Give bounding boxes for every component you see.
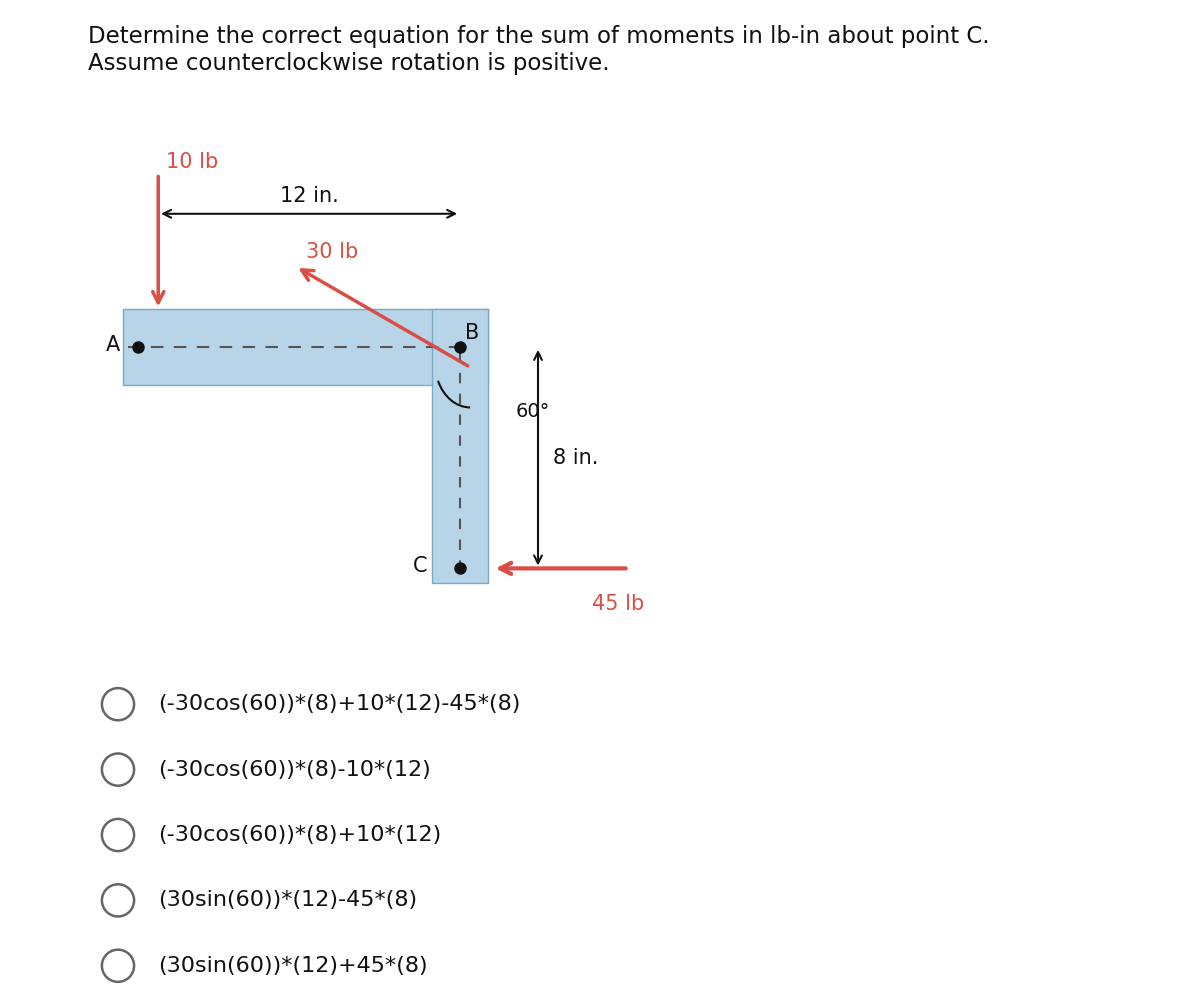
Text: 10 lb: 10 lb (167, 152, 218, 172)
Text: (30sin(60))*(12)-45*(8): (30sin(60))*(12)-45*(8) (158, 890, 418, 910)
Bar (124, 310, 487, 385)
Text: C: C (413, 556, 427, 576)
Text: B: B (466, 323, 479, 343)
Text: (30sin(60))*(12)+45*(8): (30sin(60))*(12)+45*(8) (158, 956, 428, 976)
Text: 30 lb: 30 lb (306, 241, 358, 262)
Bar (432, 310, 487, 583)
Text: 45 lb: 45 lb (593, 594, 644, 614)
Text: Determine the correct equation for the sum of moments in lb-in about point C.: Determine the correct equation for the s… (88, 25, 990, 48)
Text: 12 in.: 12 in. (280, 186, 338, 206)
Text: (-30cos(60))*(8)-10*(12): (-30cos(60))*(8)-10*(12) (158, 760, 431, 780)
Text: 8 in.: 8 in. (553, 448, 599, 468)
Text: Assume counterclockwise rotation is positive.: Assume counterclockwise rotation is posi… (88, 52, 610, 75)
Text: A: A (106, 335, 120, 355)
Text: (-30cos(60))*(8)+10*(12): (-30cos(60))*(8)+10*(12) (158, 825, 442, 845)
Text: (-30cos(60))*(8)+10*(12)-45*(8): (-30cos(60))*(8)+10*(12)-45*(8) (158, 694, 521, 714)
Text: 60°: 60° (515, 402, 550, 422)
